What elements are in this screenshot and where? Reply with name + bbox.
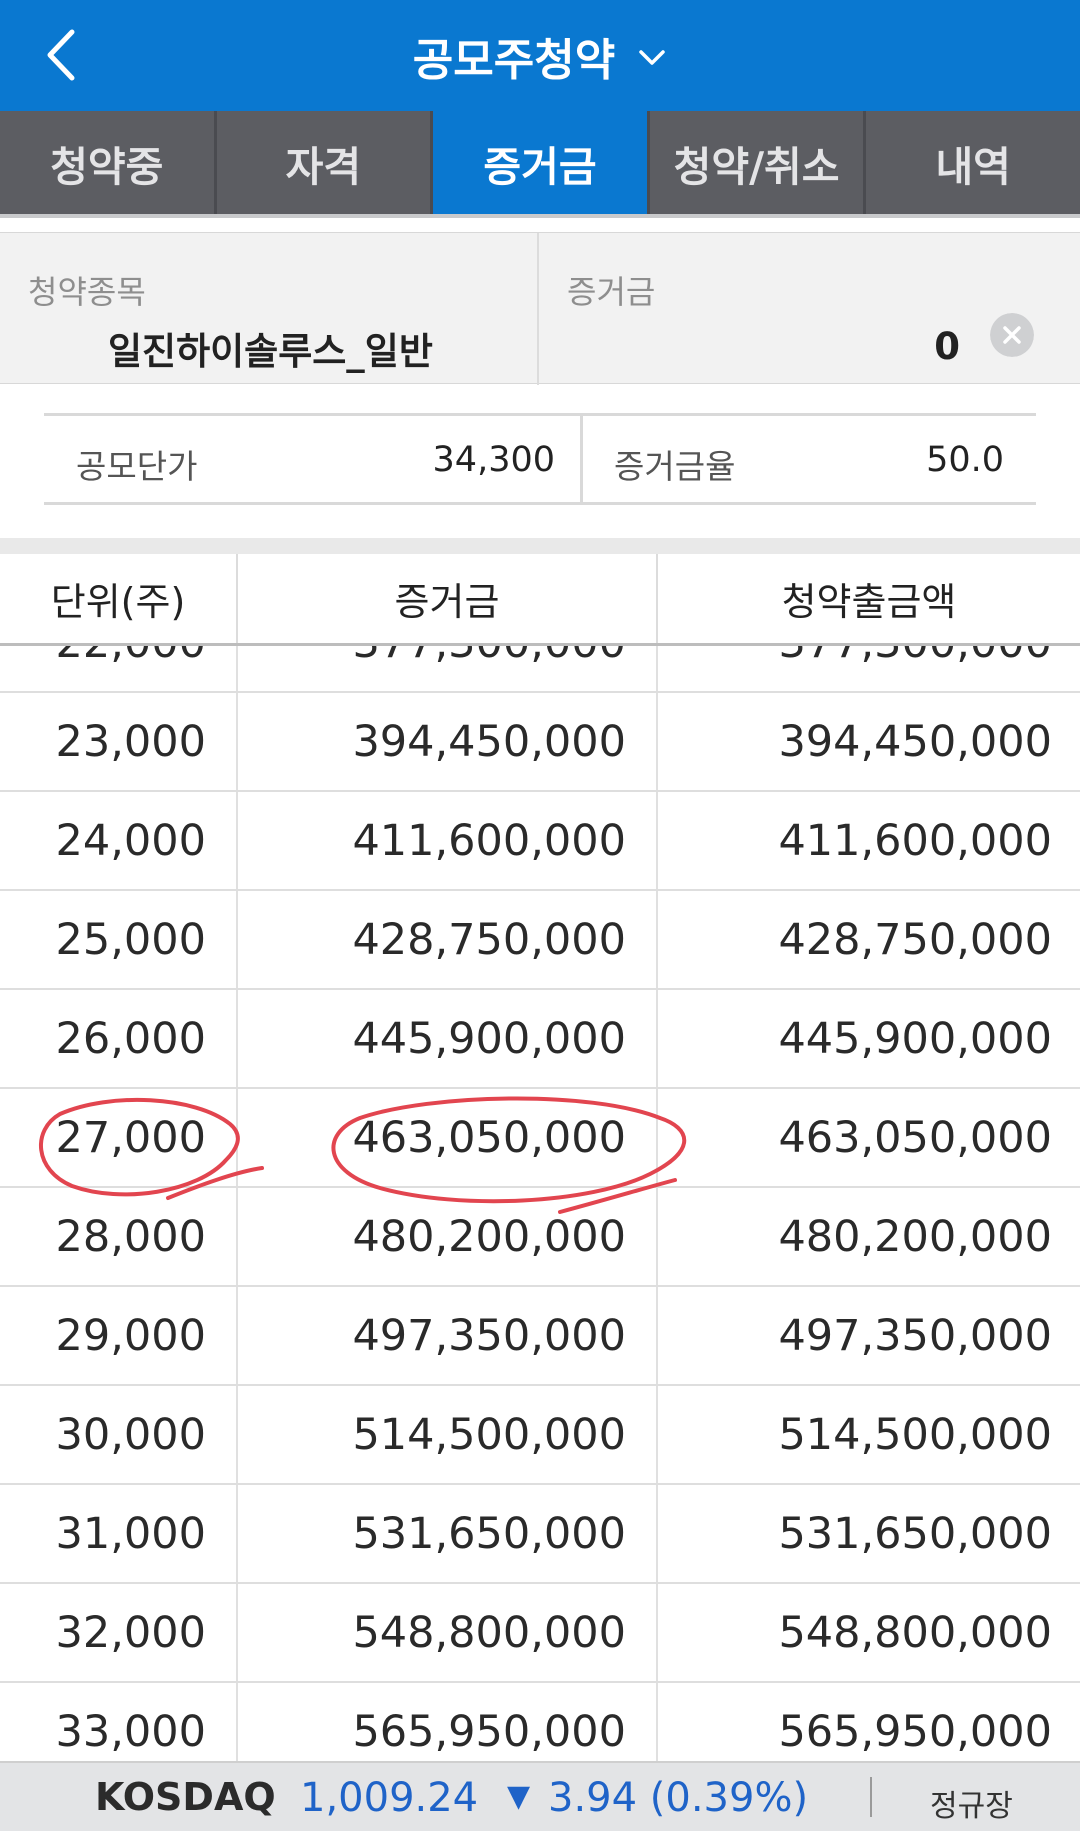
app-header: 공모주청약 (0, 0, 1080, 111)
table-row[interactable]: 33,000 565,950,000 565,950,000 (0, 1683, 1080, 1761)
cell-units: 23,000 (0, 693, 238, 790)
cell-withdrawal: 497,350,000 (778, 1310, 1052, 1361)
deposit-rate-label: 증거금율 (614, 447, 736, 486)
down-arrow-icon: ▼ (507, 1779, 531, 1814)
ticker-index-value: 1,009.24 (300, 1775, 479, 1821)
cell-withdrawal: 428,750,000 (778, 914, 1052, 965)
cell-units: 24,000 (0, 792, 238, 889)
cell-withdrawal: 394,450,000 (778, 716, 1052, 767)
cell-units: 28,000 (0, 1188, 238, 1285)
cell-units: 25,000 (0, 891, 238, 988)
item-label: 청약종목 (28, 273, 146, 311)
cell-units: 22,000 (0, 646, 238, 691)
cell-deposit: 565,950,000 (238, 1683, 658, 1761)
cell-units: 30,000 (0, 1386, 238, 1483)
info-divider (537, 233, 539, 385)
cell-deposit: 531,650,000 (238, 1485, 658, 1582)
tab-subscribing[interactable]: 청약중 (0, 111, 217, 214)
header-deposit: 증거금 (238, 554, 658, 643)
page-title-dropdown[interactable]: 공모주청약 (0, 0, 1080, 111)
ticker-change-value: 3.94 (0.39%) (548, 1775, 809, 1821)
tab-history[interactable]: 내역 (935, 142, 1011, 191)
cell-units: 26,000 (0, 990, 238, 1087)
header-withdrawal: 청약출금액 (781, 580, 957, 624)
page-title: 공모주청약 (412, 34, 616, 86)
table-row[interactable]: 29,000 497,350,000 497,350,000 (0, 1287, 1080, 1386)
table-row[interactable]: 23,000 394,450,000 394,450,000 (0, 693, 1080, 792)
subscription-info: 청약종목 일진하이솔루스_일반 증거금 0 (0, 232, 1080, 385)
offer-price-value: 34,300 (432, 440, 555, 480)
item-value[interactable]: 일진하이솔루스_일반 (108, 330, 433, 373)
header-units: 단위(주) (0, 554, 238, 643)
cell-units: 31,000 (0, 1485, 238, 1582)
deposit-label: 증거금 (567, 273, 656, 311)
cell-deposit: 497,350,000 (238, 1287, 658, 1384)
cell-withdrawal: 480,200,000 (778, 1211, 1052, 1262)
cell-withdrawal: 565,950,000 (778, 1706, 1052, 1757)
clear-icon[interactable] (990, 313, 1034, 357)
price-info-row: 공모단가 34,300 증거금율 50.0 (44, 413, 1036, 505)
cell-units: 32,000 (0, 1584, 238, 1681)
cell-deposit: 480,200,000 (238, 1188, 658, 1285)
tab-subscribe-cancel[interactable]: 청약/취소 (650, 111, 867, 214)
table-rows: 22,000377,300,000377,300,00023,000394,45… (0, 646, 1080, 1761)
back-arrow-icon[interactable] (42, 26, 82, 84)
cell-withdrawal: 514,500,000 (778, 1409, 1052, 1460)
cell-deposit: 548,800,000 (238, 1584, 658, 1681)
table-row[interactable]: 22,000377,300,000377,300,000 (0, 646, 1080, 693)
cell-deposit: 445,900,000 (238, 990, 658, 1087)
cell-withdrawal: 411,600,000 (778, 815, 1052, 866)
cell-withdrawal: 531,650,000 (778, 1508, 1052, 1559)
cell-withdrawal: 445,900,000 (778, 1013, 1052, 1064)
cell-deposit: 514,500,000 (238, 1386, 658, 1483)
deposit-table[interactable]: 22,000377,300,000377,300,00023,000394,45… (0, 646, 1080, 1761)
tab-deposit[interactable]: 증거금 (433, 111, 650, 214)
cell-units: 29,000 (0, 1287, 238, 1384)
cell-units: 33,000 (0, 1683, 238, 1761)
ticker-session: 정규장 (930, 1789, 1013, 1824)
deposit-input[interactable]: 0 (934, 325, 960, 368)
table-row[interactable]: 24,000 411,600,000 411,600,000 (0, 792, 1080, 891)
tab-bar: 청약중 자격 증거금 청약/취소 내역 (0, 111, 1080, 214)
ticker-market-name: KOSDAQ (95, 1775, 276, 1819)
table-row[interactable]: 26,000 445,900,000 445,900,000 (0, 990, 1080, 1089)
table-row[interactable]: 30,000 514,500,000 514,500,000 (0, 1386, 1080, 1485)
cell-deposit: 394,450,000 (238, 693, 658, 790)
section-separator (0, 538, 1080, 554)
market-ticker[interactable]: KOSDAQ 1,009.24 ▼ 3.94 (0.39%) 정규장 (0, 1761, 1080, 1831)
chevron-down-icon (639, 49, 665, 65)
ticker-divider (870, 1777, 872, 1817)
table-row[interactable]: 27,000 463,050,000 463,050,000 (0, 1089, 1080, 1188)
deposit-rate-value: 50.0 (926, 440, 1004, 480)
cell-withdrawal: 463,050,000 (778, 1112, 1052, 1163)
cell-deposit: 377,300,000 (238, 646, 658, 691)
table-header: 단위(주) 증거금 청약출금액 (0, 554, 1080, 646)
cell-withdrawal: 548,800,000 (778, 1607, 1052, 1658)
cell-withdrawal: 377,300,000 (658, 646, 1080, 691)
cell-deposit: 428,750,000 (238, 891, 658, 988)
cell-deposit: 411,600,000 (238, 792, 658, 889)
cell-deposit: 463,050,000 (238, 1089, 658, 1186)
offer-price-label: 공모단가 (76, 447, 198, 486)
table-row[interactable]: 28,000 480,200,000 480,200,000 (0, 1188, 1080, 1287)
tab-eligibility[interactable]: 자격 (217, 111, 434, 214)
tab-divider (0, 214, 1080, 218)
price-divider (580, 416, 583, 502)
table-row[interactable]: 32,000 548,800,000 548,800,000 (0, 1584, 1080, 1683)
table-row[interactable]: 25,000 428,750,000 428,750,000 (0, 891, 1080, 990)
table-row[interactable]: 31,000 531,650,000 531,650,000 (0, 1485, 1080, 1584)
cell-units: 27,000 (0, 1089, 238, 1186)
